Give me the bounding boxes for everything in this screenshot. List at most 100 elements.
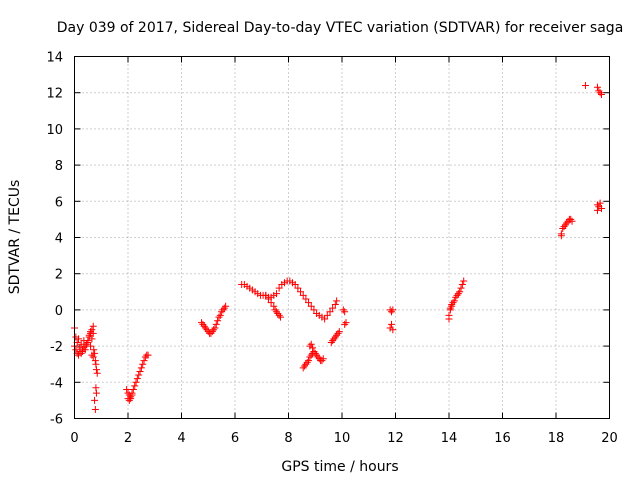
data-point — [144, 351, 152, 359]
data-point — [214, 317, 222, 325]
data-point — [210, 326, 218, 334]
y-tick-label: -4 — [50, 376, 63, 391]
y-tick-label: 2 — [55, 268, 63, 283]
data-point — [91, 405, 99, 413]
data-point — [89, 329, 97, 337]
plot-frame — [74, 56, 610, 419]
data-point — [131, 382, 139, 390]
data-point — [132, 378, 140, 386]
data-point — [557, 232, 565, 240]
data-point — [211, 324, 219, 332]
data-point — [597, 205, 605, 213]
tick-layer: 0 2 4 6 8 10 12 14 16 18 20 -6 -4 -2 0 2 4 6 8 10 12 14 — [46, 51, 617, 447]
data-point — [80, 337, 88, 345]
data-point — [341, 320, 349, 328]
data-point — [307, 302, 315, 310]
x-tick-label: 20 — [601, 431, 618, 446]
data-point — [389, 326, 397, 334]
data-point — [446, 304, 454, 312]
data-point — [76, 344, 84, 352]
data-point — [215, 313, 223, 321]
data-point — [72, 346, 80, 354]
data-point — [339, 306, 347, 314]
data-point — [306, 353, 314, 361]
data-point — [387, 308, 395, 316]
data-point — [271, 306, 279, 314]
data-point — [341, 308, 349, 316]
data-point — [87, 342, 95, 350]
data-point — [128, 391, 136, 399]
data-point — [92, 366, 100, 374]
data-point — [453, 291, 461, 299]
x-tick-label: 10 — [334, 431, 351, 446]
data-point — [127, 395, 135, 403]
x-tick-label: 0 — [70, 431, 78, 446]
data-point — [333, 297, 341, 305]
y-tick-label: -2 — [50, 340, 63, 355]
data-point — [137, 364, 145, 372]
data-point — [301, 362, 309, 370]
data-point — [450, 297, 458, 305]
data-point — [302, 295, 310, 303]
data-point — [303, 358, 311, 366]
data-point — [92, 389, 100, 397]
data-point — [319, 355, 327, 363]
data-point — [129, 386, 137, 394]
data-point — [275, 284, 283, 292]
data-point — [329, 337, 337, 345]
data-point — [327, 338, 335, 346]
data-point — [88, 326, 96, 334]
data-point — [342, 319, 350, 327]
data-point — [200, 322, 208, 330]
data-point — [270, 302, 278, 310]
data-point — [581, 81, 589, 89]
data-point — [331, 333, 339, 341]
data-point — [309, 344, 317, 352]
data-point — [314, 353, 322, 361]
data-point — [318, 357, 326, 365]
data-point — [302, 360, 310, 368]
data-point — [454, 290, 462, 298]
data-points-layer — [71, 81, 605, 413]
data-point — [218, 308, 226, 316]
data-point — [305, 357, 313, 365]
data-point — [326, 308, 334, 316]
data-point — [216, 311, 224, 319]
data-point — [335, 328, 343, 336]
data-point — [84, 338, 92, 346]
data-point — [89, 353, 97, 361]
data-point — [310, 348, 318, 356]
x-tick-label: 14 — [441, 431, 458, 446]
data-point — [207, 329, 215, 337]
data-point — [460, 277, 468, 285]
y-tick-label: 6 — [55, 195, 63, 210]
data-point — [208, 328, 216, 336]
data-point — [456, 288, 464, 296]
data-point — [91, 357, 99, 365]
data-point — [294, 284, 302, 292]
y-axis-label: SDTVAR / TECUs — [7, 180, 23, 295]
x-tick-label: 4 — [177, 431, 185, 446]
data-point — [140, 357, 148, 365]
data-point — [93, 369, 101, 377]
data-point — [81, 346, 89, 354]
data-point — [299, 364, 307, 372]
data-point — [333, 331, 341, 339]
data-point — [88, 335, 96, 343]
data-point — [596, 199, 604, 207]
x-axis-label: GPS time / hours — [281, 459, 398, 475]
data-point — [449, 299, 457, 307]
data-point — [331, 300, 339, 308]
grid-layer — [74, 56, 610, 419]
data-point — [272, 308, 280, 316]
data-point — [452, 293, 460, 301]
data-point — [139, 360, 147, 368]
data-point — [307, 340, 315, 348]
data-point — [91, 349, 99, 357]
data-point — [90, 346, 98, 354]
y-tick-label: 12 — [46, 87, 63, 102]
data-point — [593, 206, 601, 214]
x-tick-label: 18 — [548, 431, 565, 446]
data-point — [593, 83, 601, 91]
data-point — [305, 299, 313, 307]
